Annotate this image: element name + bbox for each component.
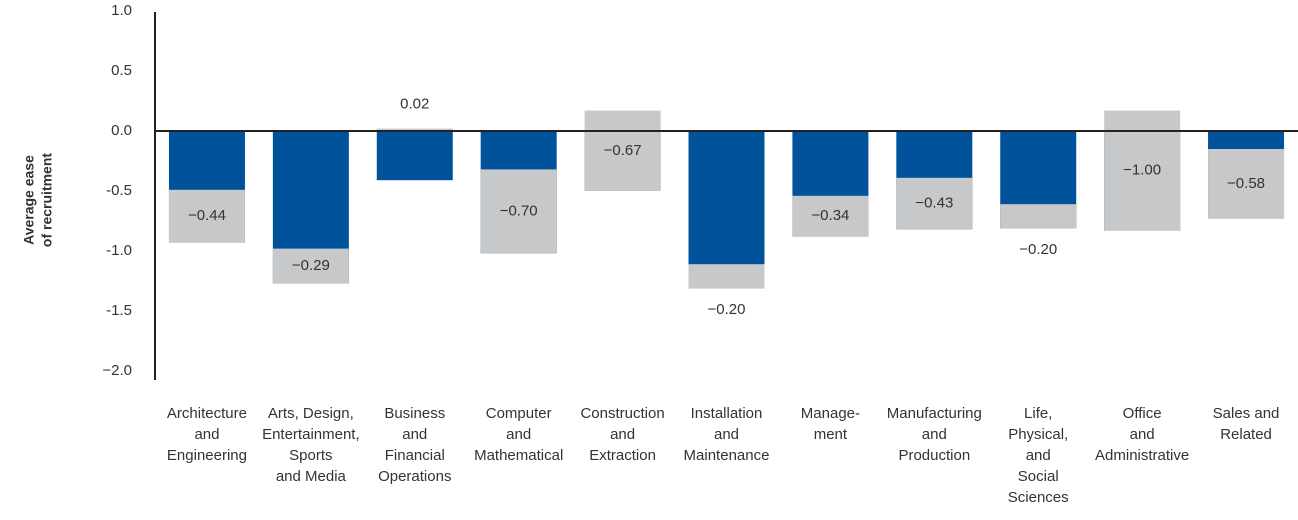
data-label: −0.34 (811, 207, 849, 224)
bar-segment (792, 195, 869, 237)
y-axis-label: Average ease (21, 155, 37, 245)
x-tick-label: Financial (385, 447, 445, 464)
data-label: −1.00 (1123, 162, 1161, 179)
y-tick-label: 1.0 (111, 2, 132, 19)
x-tick-label: and (194, 426, 219, 443)
x-tick-label: Life, (1024, 405, 1052, 422)
data-label: −0.67 (604, 142, 642, 159)
x-tick-label: Physical, (1008, 426, 1068, 443)
x-tick-label: Computer (486, 405, 552, 422)
x-tick-label: Office (1123, 405, 1162, 422)
y-tick-label: -1.0 (106, 242, 132, 259)
x-tick-label: Business (384, 405, 445, 422)
y-tick-label: −2.0 (102, 362, 132, 379)
bar-segment (272, 248, 349, 284)
x-tick-label: and (402, 426, 427, 443)
y-tick-label: -0.5 (106, 182, 132, 199)
data-label: −0.20 (1019, 241, 1057, 258)
x-tick-label: and (922, 426, 947, 443)
x-tick-label: Administrative (1095, 447, 1189, 464)
bar-segment (168, 189, 245, 243)
y-tick-label: 0.0 (111, 122, 132, 139)
x-tick-label: Sciences (1008, 489, 1069, 506)
x-tick-label: and (714, 426, 739, 443)
x-tick-label: and (506, 426, 531, 443)
y-tick-label: -1.5 (106, 302, 132, 319)
bar-segment (376, 128, 453, 131)
data-label: −0.70 (500, 202, 538, 219)
bar (688, 131, 765, 289)
y-tick-label: 0.5 (111, 62, 132, 79)
x-tick-label: Related (1220, 426, 1272, 443)
bar-segment (1208, 149, 1285, 219)
x-tick-label: Engineering (167, 447, 247, 464)
x-tick-label: Mathematical (474, 447, 563, 464)
bar-segment (480, 169, 557, 254)
x-tick-label: Construction (580, 405, 664, 422)
data-label: −0.29 (292, 257, 330, 274)
x-tick-label: and (610, 426, 635, 443)
x-tick-label: and (1130, 426, 1155, 443)
x-tick-label: Maintenance (684, 447, 770, 464)
x-tick-label: Sales and (1213, 405, 1280, 422)
bar-segment (688, 264, 765, 289)
x-tick-label: ment (814, 426, 848, 443)
bar-segment (1000, 204, 1077, 229)
x-tick-label: Manufacturing (887, 405, 982, 422)
x-tick-label: Social (1018, 468, 1059, 485)
x-tick-label: Entertainment, (262, 426, 360, 443)
x-tick-label: Extraction (589, 447, 656, 464)
x-tick-label: Installation (691, 405, 763, 422)
bar-segment (584, 110, 661, 191)
data-label: −0.44 (188, 207, 226, 224)
x-tick-label: Sports (289, 447, 332, 464)
data-label: −0.20 (708, 301, 746, 318)
x-tick-label: and (1026, 447, 1051, 464)
data-label: −0.43 (915, 195, 953, 212)
x-tick-label: and Media (276, 468, 347, 485)
bar-segment (896, 177, 973, 230)
x-tick-label: Manage- (801, 405, 860, 422)
y-axis-label: of recruitment (39, 153, 55, 247)
x-tick-label: Architecture (167, 405, 247, 422)
data-label: 0.02 (400, 96, 429, 113)
x-tick-label: Production (898, 447, 970, 464)
x-tick-label: Arts, Design, (268, 405, 354, 422)
data-label: −0.58 (1227, 175, 1265, 192)
bar (376, 131, 453, 181)
x-tick-label: Operations (378, 468, 451, 485)
